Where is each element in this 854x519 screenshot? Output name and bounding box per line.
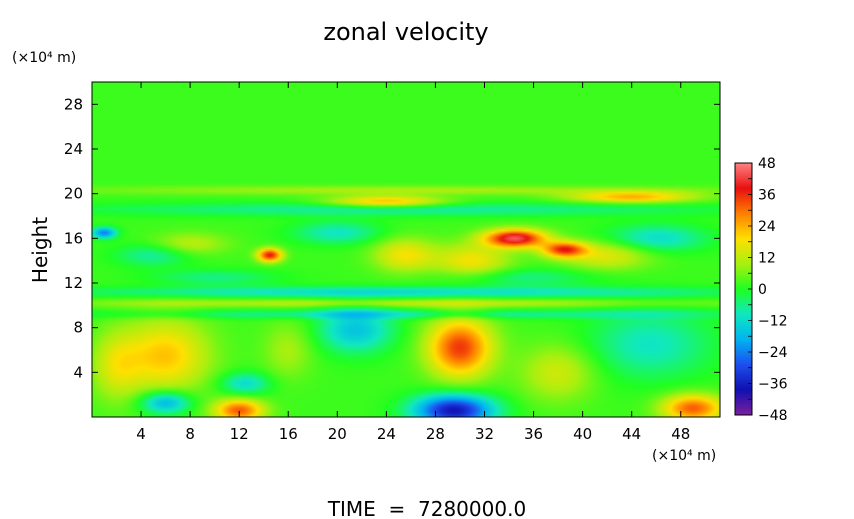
y-axis-ticks: 4 8 12 16 20 24 28 (64, 95, 720, 381)
time-footer: TIME = 7280000.0 (327, 497, 526, 519)
x-tick-label: 28 (426, 425, 445, 443)
x-tick-label: 40 (573, 425, 592, 443)
y-axis-label: Height (28, 217, 52, 283)
x-tick-label: 16 (279, 425, 298, 443)
colorbar-tick-label: 0 (758, 282, 767, 298)
y-tick-label: 4 (73, 363, 83, 381)
x-tick-label: 24 (377, 425, 396, 443)
y-tick-label: 16 (64, 229, 83, 247)
colorbar-tick-label: 48 (758, 156, 776, 172)
colorbar-tick-label: −48 (758, 408, 788, 424)
y-tick-label: 20 (64, 185, 83, 203)
y-tick-label: 12 (64, 274, 83, 292)
x-tick-label: 44 (622, 425, 641, 443)
colorbar-tick-label: −12 (758, 314, 788, 330)
colorbar-tick-label: 36 (758, 188, 776, 204)
heatmap-field (92, 82, 720, 417)
x-tick-label: 12 (230, 425, 249, 443)
y-tick-label: 28 (64, 95, 83, 113)
x-tick-label: 32 (475, 425, 494, 443)
colorbar-tick-label: −24 (758, 345, 788, 361)
x-tick-label: 8 (185, 425, 195, 443)
x-tick-label: 20 (328, 425, 347, 443)
y-axis-unit: (×10⁴ m) (12, 50, 76, 66)
x-axis-unit: (×10⁴ m) (652, 448, 716, 464)
colorbar-tick-label: −36 (758, 377, 788, 393)
chart-title: zonal velocity (323, 18, 488, 46)
colorbar: 48 36 24 12 0 −12 −24 −36 −48 (734, 156, 788, 424)
x-tick-label: 4 (136, 425, 146, 443)
colorbar-tick-label: 24 (758, 219, 776, 235)
heatmap-plot (91, 81, 721, 418)
y-tick-label: 8 (73, 319, 83, 337)
x-tick-label: 36 (524, 425, 543, 443)
colorbar-gradient (735, 163, 752, 415)
y-tick-label: 24 (64, 140, 83, 158)
x-tick-label: 48 (671, 425, 690, 443)
colorbar-tick-label: 12 (758, 251, 776, 267)
x-axis-ticks: 4 8 12 16 20 24 28 32 36 40 44 48 (136, 82, 690, 443)
plot-frame (91, 81, 721, 418)
